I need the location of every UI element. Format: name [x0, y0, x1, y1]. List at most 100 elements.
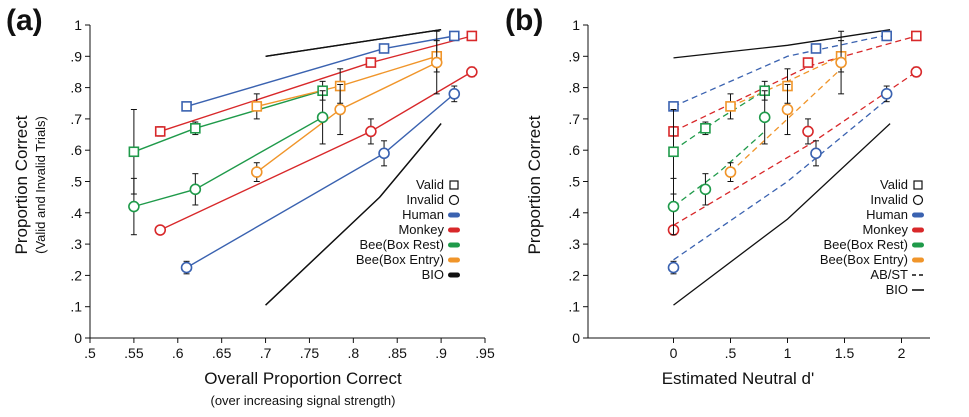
- panel-b-legend-monkey-label: Monkey: [862, 222, 908, 237]
- panel-a-y-tick-label: .4: [70, 205, 82, 221]
- panel-b-point-monkey-valid: [802, 57, 814, 68]
- panel-a-legend-bio-label: BIO: [422, 267, 444, 282]
- panel-a-legend-invalid-swatch: [448, 194, 460, 206]
- panel-b-curve-ab-st: [673, 33, 891, 107]
- panel-b-point-human-valid: [810, 43, 822, 54]
- panel-a-legend-valid-label: Valid: [416, 177, 444, 192]
- panel-b-curve-ab-st: [673, 35, 917, 132]
- panel-b-curve-ab-st: [673, 130, 766, 208]
- panel-a-legend-valid-swatch: [449, 180, 459, 190]
- panel-b-curve-bio: [673, 29, 891, 59]
- panel-a-point-monkey-valid: [154, 126, 166, 137]
- panel-a-point-human-invalid: [180, 261, 193, 274]
- panel-b-point-bee-box-entry-invalid: [724, 166, 737, 178]
- panel-a-y-tick-label: 1: [74, 17, 82, 33]
- panel-b-curve-ab-st: [673, 71, 917, 226]
- panel-b-point-bee-box-rest-valid: [668, 146, 679, 158]
- panel-a-ylabel: Proportion Correct: [12, 115, 31, 254]
- panel-b-legend-monkey-swatch: [912, 227, 924, 233]
- panel-b-y-tick-label: .4: [568, 205, 580, 221]
- panel-a-legend-bee-box-rest-label: Bee(Box Rest): [359, 237, 444, 252]
- panel-b-legend-bee-box-rest-label: Bee(Box Rest): [823, 237, 908, 252]
- panel-a-point-monkey-valid: [365, 57, 377, 68]
- panel-a-legend-invalid-label: Invalid: [406, 192, 444, 207]
- panel-a: (a) Overall Proportion Correct (over inc…: [6, 4, 495, 408]
- panel-b-y-tick-label: .5: [568, 174, 580, 190]
- panel-a-line-bee-box-rest-valid: [133, 90, 323, 153]
- panel-a-legend-bee-box-entry-label: Bee(Box Entry): [356, 252, 444, 267]
- panel-a-x-tick-label: .75: [300, 345, 320, 361]
- panel-a-point-human-invalid: [448, 88, 461, 100]
- panel-a-point-bee-box-rest-valid: [190, 122, 201, 134]
- panel-b-point-human-invalid: [880, 88, 893, 100]
- panel-b-legend-valid-label: Valid: [880, 177, 908, 192]
- panel-b: (b) Estimated Neutral d' Proportion Corr…: [505, 4, 930, 388]
- panel-b-point-monkey-valid: [911, 30, 922, 42]
- panel-a-legend-human-label: Human: [402, 207, 444, 222]
- panel-a-legend-bee-box-entry-swatch: [448, 257, 460, 263]
- panel-b-y-tick-label: 0: [572, 330, 580, 346]
- panel-b-point-monkey-invalid: [910, 66, 923, 78]
- panel-b-legend-bio-label: BIO: [886, 282, 908, 297]
- panel-b-point-bee-box-entry-invalid: [781, 103, 794, 116]
- panel-a-y-tick-label: .2: [70, 267, 82, 283]
- panel-b-point-bee-box-rest-invalid: [667, 200, 680, 213]
- panel-a-point-human-valid: [378, 43, 390, 54]
- panel-b-x-tick-label: 2: [898, 345, 906, 361]
- panel-b-x-tick-label: 1.5: [835, 345, 855, 361]
- panel-b-legend-invalid-label: Invalid: [870, 192, 908, 207]
- panel-a-x-tick-label: .5: [84, 345, 96, 361]
- panel-a-point-monkey-invalid: [154, 224, 167, 236]
- panel-a-point-human-valid: [181, 101, 192, 112]
- panel-a-y-tick-label: .5: [70, 174, 82, 190]
- panel-a-x-tick-label: .7: [260, 345, 272, 361]
- panel-a-x-tick-label: .65: [212, 345, 232, 361]
- panel-a-line-bee-box-entry-valid: [256, 55, 437, 108]
- panel-a-point-bee-box-entry-invalid: [250, 166, 263, 178]
- panel-b-legend-bee-box-rest-swatch: [912, 242, 924, 248]
- panel-b-legend-human-swatch: [912, 212, 924, 218]
- panel-b-ylabel: Proportion Correct: [525, 115, 544, 254]
- panel-a-y-tick-label: .8: [70, 80, 82, 96]
- panel-b-legend-human-label: Human: [866, 207, 908, 222]
- panel-a-y-tick-label: .9: [70, 48, 82, 64]
- panel-b-x-tick-label: .5: [725, 345, 737, 361]
- panel-b-point-bee-box-entry-valid: [725, 101, 736, 112]
- panel-a-y-tick-label: 0: [74, 330, 82, 346]
- panel-a-x-tick-label: .55: [124, 345, 144, 361]
- panel-a-point-human-valid: [448, 30, 460, 42]
- panel-b-point-human-invalid: [810, 147, 822, 160]
- panel-a-xlabel: Overall Proportion Correct: [204, 369, 402, 388]
- panel-b-x-tick-label: 1: [784, 345, 792, 361]
- panel-b-point-bee-box-rest-invalid: [758, 111, 771, 124]
- panel-a-legend-monkey-label: Monkey: [398, 222, 444, 237]
- panel-a-legend-human-swatch: [448, 212, 460, 218]
- panel-a-x-tick-label: .85: [387, 345, 407, 361]
- panel-a-point-bee-box-rest-invalid: [189, 183, 202, 196]
- panel-a-legend-bio-swatch: [448, 272, 460, 278]
- panel-b-legend-valid-swatch: [913, 180, 923, 190]
- panel-b-y-tick-label: 1: [572, 17, 580, 33]
- panel-b-curve-bio: [673, 123, 891, 306]
- panel-a-point-bee-box-rest-invalid: [316, 111, 329, 124]
- panel-a-legend-monkey-swatch: [448, 227, 460, 233]
- panel-a-point-monkey-invalid: [466, 66, 478, 78]
- panel-a-point-bee-box-rest-invalid: [128, 200, 140, 213]
- panel-b-point-bee-box-rest-valid: [700, 122, 711, 134]
- panel-a-point-monkey-valid: [466, 30, 478, 42]
- panel-b-curve-ab-st: [730, 68, 842, 173]
- panel-a-xlabel-sub: (over increasing signal strength): [211, 393, 396, 408]
- panel-a-ylabel-sub: (Valid and Invalid Trials): [33, 116, 48, 254]
- panel-b-y-tick-label: .6: [568, 142, 580, 158]
- panel-b-point-human-valid: [881, 30, 892, 42]
- panel-a-y-tick-label: .1: [70, 299, 82, 315]
- panel-b-curve-ab-st: [673, 96, 891, 261]
- panel-a-line-monkey-valid: [159, 35, 472, 133]
- panel-a-x-tick-label: .8: [347, 345, 359, 361]
- panel-b-label: (b): [505, 4, 543, 37]
- panel-b-y-tick-label: .1: [568, 299, 580, 315]
- panel-b-x-tick-label: 0: [670, 345, 678, 361]
- panel-b-point-bee-box-rest-invalid: [699, 183, 712, 196]
- panel-a-x-tick-label: .6: [172, 345, 184, 361]
